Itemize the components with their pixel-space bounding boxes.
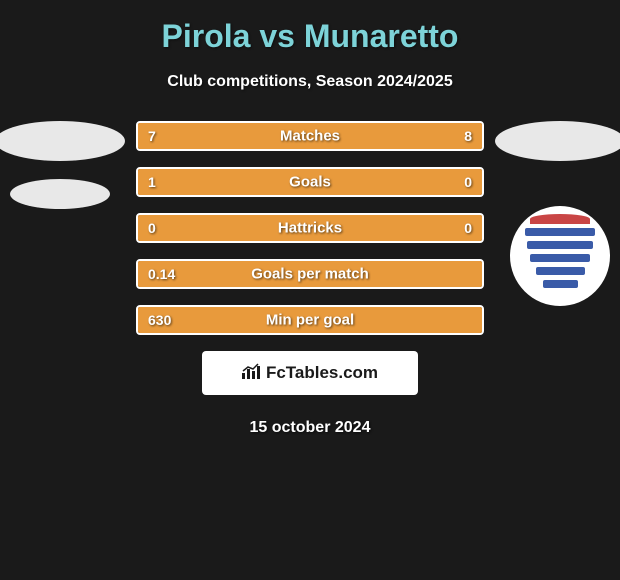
stat-value-right: 0 [464,220,472,236]
player-left-avatar [0,121,125,209]
stat-value-right: 0 [464,174,472,190]
badge-top-arc [530,214,590,224]
stat-label: Matches [280,128,340,145]
stat-row: Goals 1 0 [136,167,484,197]
club-badge [510,206,610,306]
main-container: Pirola vs Munaretto Club competitions, S… [0,0,620,447]
stat-row: Hattricks 0 0 [136,213,484,243]
stat-value-left: 630 [148,312,171,328]
stat-row: Matches 7 8 [136,121,484,151]
avatar-ellipse-1 [0,121,125,161]
avatar-ellipse-2 [10,179,110,209]
stat-label: Goals per match [251,266,369,283]
badge-stripes [525,228,595,296]
avatar-ellipse-3 [495,121,620,161]
chart-icon [242,363,262,384]
stat-value-left: 1 [148,174,156,190]
bars-container: Matches 7 8 Goals 1 0 Hattricks 0 0 Goals per mat… [136,121,484,335]
player-right-avatar [495,121,620,306]
page-title: Pirola vs Munaretto [0,18,620,55]
subtitle: Club competitions, Season 2024/2025 [0,73,620,91]
stat-value-left: 7 [148,128,156,144]
stat-row: Min per goal 630 [136,305,484,335]
stat-bar-left [138,123,299,149]
stat-label: Min per goal [266,312,354,329]
stat-bar-left [138,169,399,195]
footer-brand-logo: FcTables.com [202,351,418,395]
stats-area: Matches 7 8 Goals 1 0 Hattricks 0 0 Goals per mat… [0,121,620,335]
footer-date: 15 october 2024 [0,419,620,437]
footer-brand-text: FcTables.com [266,363,378,383]
stat-label: Goals [289,174,331,191]
stat-value-left: 0 [148,220,156,236]
stat-row: Goals per match 0.14 [136,259,484,289]
stat-value-right: 8 [464,128,472,144]
stat-value-left: 0.14 [148,266,175,282]
stat-label: Hattricks [278,220,342,237]
